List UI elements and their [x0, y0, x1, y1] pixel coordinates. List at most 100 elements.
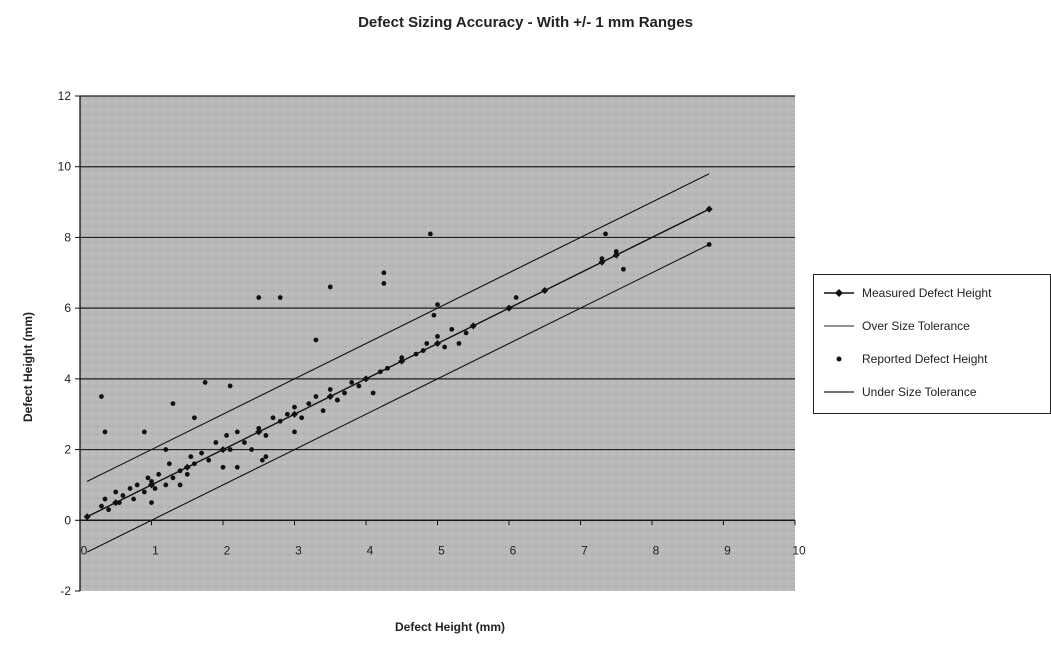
legend-item-over-tolerance: Over Size Tolerance	[822, 316, 970, 336]
legend-item-measured: Measured Defect Height	[822, 283, 991, 303]
data-point	[427, 231, 433, 237]
legend: Measured Defect Height Over Size Toleran…	[813, 274, 1051, 414]
data-point	[141, 489, 147, 495]
data-point	[263, 454, 269, 460]
data-point	[313, 337, 319, 343]
data-point	[152, 486, 158, 491]
data-point	[170, 475, 176, 481]
data-point	[270, 415, 276, 421]
data-point	[449, 326, 455, 332]
data-point	[621, 266, 626, 272]
legend-symbol-point	[836, 356, 842, 362]
data-point	[149, 500, 154, 506]
data-point	[513, 295, 519, 300]
data-point	[177, 482, 183, 488]
data-point	[227, 447, 233, 452]
legend-item-under-tolerance: Under Size Tolerance	[822, 382, 977, 402]
y-tick-label: 0	[64, 513, 71, 527]
data-point	[363, 376, 369, 382]
data-point	[435, 302, 440, 308]
data-point	[199, 450, 204, 456]
x-tick-label: 1	[152, 543, 159, 557]
data-point	[192, 415, 197, 421]
data-point	[335, 397, 340, 403]
data-marker	[112, 499, 120, 507]
data-point	[166, 461, 172, 467]
data-point	[435, 334, 440, 339]
y-tick-label: 10	[58, 160, 72, 174]
legend-symbol-line	[824, 325, 854, 327]
data-marker	[255, 428, 263, 436]
chart-title: Defect Sizing Accuracy - With +/- 1 mm R…	[358, 14, 693, 31]
data-point	[102, 429, 108, 435]
data-point	[99, 394, 104, 399]
data-point	[292, 429, 297, 435]
data-point	[99, 503, 104, 509]
y-axis-title: Defect Height (mm)	[21, 312, 35, 423]
data-point	[249, 447, 255, 452]
data-point	[399, 355, 405, 361]
data-marker	[83, 513, 91, 521]
data-point	[349, 379, 355, 385]
y-tick-label: 2	[64, 443, 71, 457]
data-marker	[148, 481, 155, 489]
y-tick-label: 8	[64, 230, 71, 244]
data-point	[381, 270, 387, 276]
data-point	[141, 429, 147, 435]
legend-label: Reported Defect Height	[862, 352, 988, 366]
data-marker	[398, 357, 406, 365]
data-point	[263, 433, 269, 438]
data-point	[431, 312, 437, 318]
data-point	[177, 468, 183, 474]
series-2	[99, 231, 712, 513]
data-point	[327, 387, 333, 392]
data-point	[284, 411, 290, 417]
data-marker	[326, 393, 334, 401]
data-marker	[598, 258, 606, 266]
data-point	[102, 496, 108, 502]
data-point	[213, 440, 219, 445]
data-point	[202, 379, 208, 385]
data-point	[170, 401, 176, 407]
x-axis-title: Defect Height (mm)	[394, 620, 505, 634]
data-point	[442, 344, 448, 350]
data-point	[313, 394, 319, 399]
x-tick-label: 8	[653, 543, 660, 557]
data-point	[163, 482, 169, 488]
data-marker	[291, 410, 298, 418]
series-3	[86, 244, 710, 553]
x-tick-label: 5	[438, 543, 445, 557]
data-point	[116, 500, 122, 506]
data-point	[220, 447, 226, 452]
x-tick-label: 6	[510, 543, 517, 557]
legend-symbol-line	[824, 391, 854, 393]
data-point	[256, 295, 262, 300]
data-point	[192, 461, 197, 467]
data-point	[463, 330, 469, 336]
x-tick-label: 0	[81, 543, 88, 557]
data-point	[370, 390, 376, 396]
series-1	[86, 173, 710, 482]
data-point	[188, 454, 194, 460]
data-point	[277, 418, 283, 424]
axes	[75, 95, 796, 592]
data-point	[127, 486, 133, 491]
legend-label: Over Size Tolerance	[862, 319, 970, 333]
x-tick-label: 10	[792, 543, 806, 557]
data-point	[163, 447, 169, 452]
data-point	[156, 471, 162, 477]
data-point	[413, 351, 419, 357]
x-tick-label: 2	[224, 543, 231, 557]
data-marker	[183, 463, 191, 471]
data-point	[377, 369, 383, 375]
data-point	[542, 288, 548, 293]
data-point	[120, 493, 126, 498]
data-point	[385, 365, 390, 371]
data-point	[299, 415, 305, 421]
data-marker	[705, 205, 713, 213]
data-point	[206, 457, 212, 463]
legend-label: Measured Defect Height	[862, 286, 992, 300]
data-point	[131, 496, 137, 502]
